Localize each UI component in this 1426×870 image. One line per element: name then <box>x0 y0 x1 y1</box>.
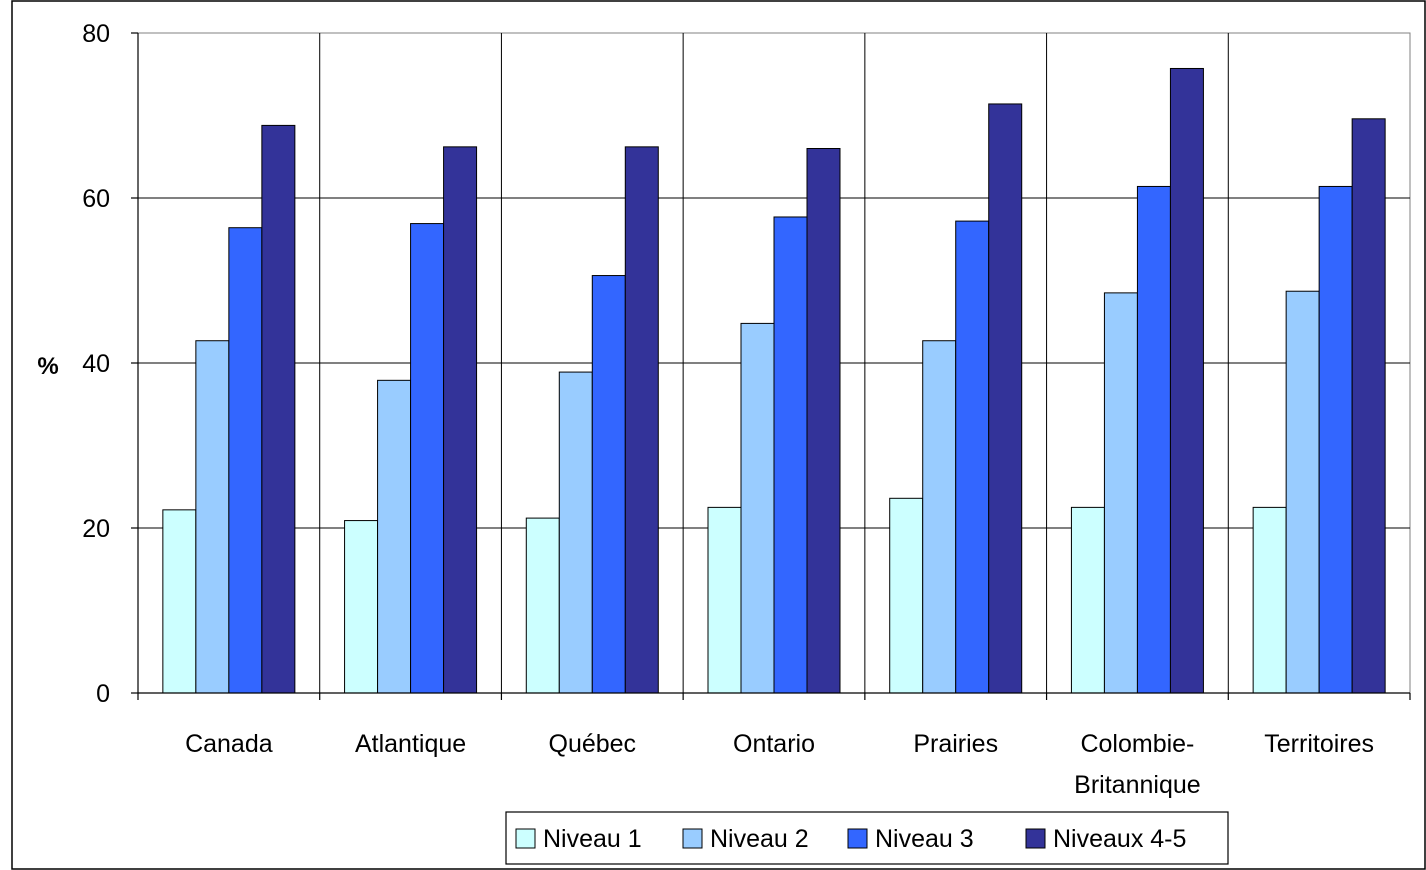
bar-niveau-2-2 <box>558 371 593 694</box>
legend-swatch <box>847 828 868 849</box>
axis-labels: 0 20 40 60 80 Canada Atlantique Québec Ontario Pr… <box>82 20 1374 799</box>
legend-swatch <box>682 828 703 849</box>
bar-niveau-3-3 <box>773 216 808 694</box>
bar-niveau-2-1 <box>377 379 412 694</box>
x-tick-label: Atlantique <box>355 730 466 758</box>
bar-niveaux-4-5-2 <box>624 146 659 694</box>
y-tick-label: 60 <box>82 185 110 213</box>
x-tick-label: Canada <box>185 730 273 758</box>
y-tick-label: 80 <box>82 20 110 48</box>
bar-niveau-1-0 <box>162 509 197 694</box>
y-tick-label: 0 <box>96 680 110 708</box>
bar-niveau-2-0 <box>195 340 230 694</box>
bar-niveau-1-2 <box>525 517 560 694</box>
legend-label: Niveau 3 <box>875 825 974 853</box>
x-tick-label: Territoires <box>1264 730 1374 758</box>
legend: Niveau 1 Niveau 2 Niveau 3 Niveaux 4-5 <box>505 811 1229 865</box>
bar-niveau-3-4 <box>955 220 990 694</box>
y-tick-label: 20 <box>82 515 110 543</box>
bar-niveau-1-6 <box>1252 506 1287 694</box>
bar-niveau-3-6 <box>1318 185 1353 694</box>
bar-niveau-3-2 <box>591 275 626 694</box>
chart-area-border <box>11 0 1426 870</box>
bar-niveaux-4-5-6 <box>1351 118 1386 694</box>
bar-niveau-1-1 <box>344 520 379 694</box>
bar-niveaux-4-5-0 <box>261 124 296 694</box>
x-tick-label: Prairies <box>913 730 998 758</box>
legend-box <box>505 811 1229 865</box>
legend-label: Niveau 1 <box>543 825 642 853</box>
x-tick-label: Colombie-Britannique <box>1074 730 1200 799</box>
bar-niveaux-4-5-5 <box>1169 67 1204 694</box>
bars <box>162 67 1386 694</box>
axes <box>131 32 1411 700</box>
y-axis-label: % <box>37 353 58 380</box>
bar-niveau-2-3 <box>740 322 775 694</box>
bar-niveau-3-5 <box>1136 185 1171 694</box>
bar-niveau-3-0 <box>228 227 263 694</box>
legend-label: Niveaux 4-5 <box>1053 825 1186 853</box>
x-tick-label: Québec <box>549 730 637 758</box>
legend-swatch <box>1025 828 1046 849</box>
legend-swatch <box>515 828 536 849</box>
y-tick-label: 40 <box>82 350 110 378</box>
x-tick-label: Ontario <box>733 730 815 758</box>
bar-niveau-3-1 <box>410 223 445 694</box>
bar-niveau-1-3 <box>707 506 742 694</box>
legend-label: Niveau 2 <box>710 825 809 853</box>
bar-niveau-2-5 <box>1103 292 1138 694</box>
bar-niveau-1-5 <box>1070 506 1105 694</box>
bar-niveau-2-4 <box>922 340 957 694</box>
bar-niveaux-4-5-4 <box>988 103 1023 694</box>
bar-niveau-2-6 <box>1285 290 1320 694</box>
bar-niveau-1-4 <box>889 497 924 694</box>
bar-niveaux-4-5-1 <box>443 146 478 694</box>
bar-niveaux-4-5-3 <box>806 148 841 694</box>
